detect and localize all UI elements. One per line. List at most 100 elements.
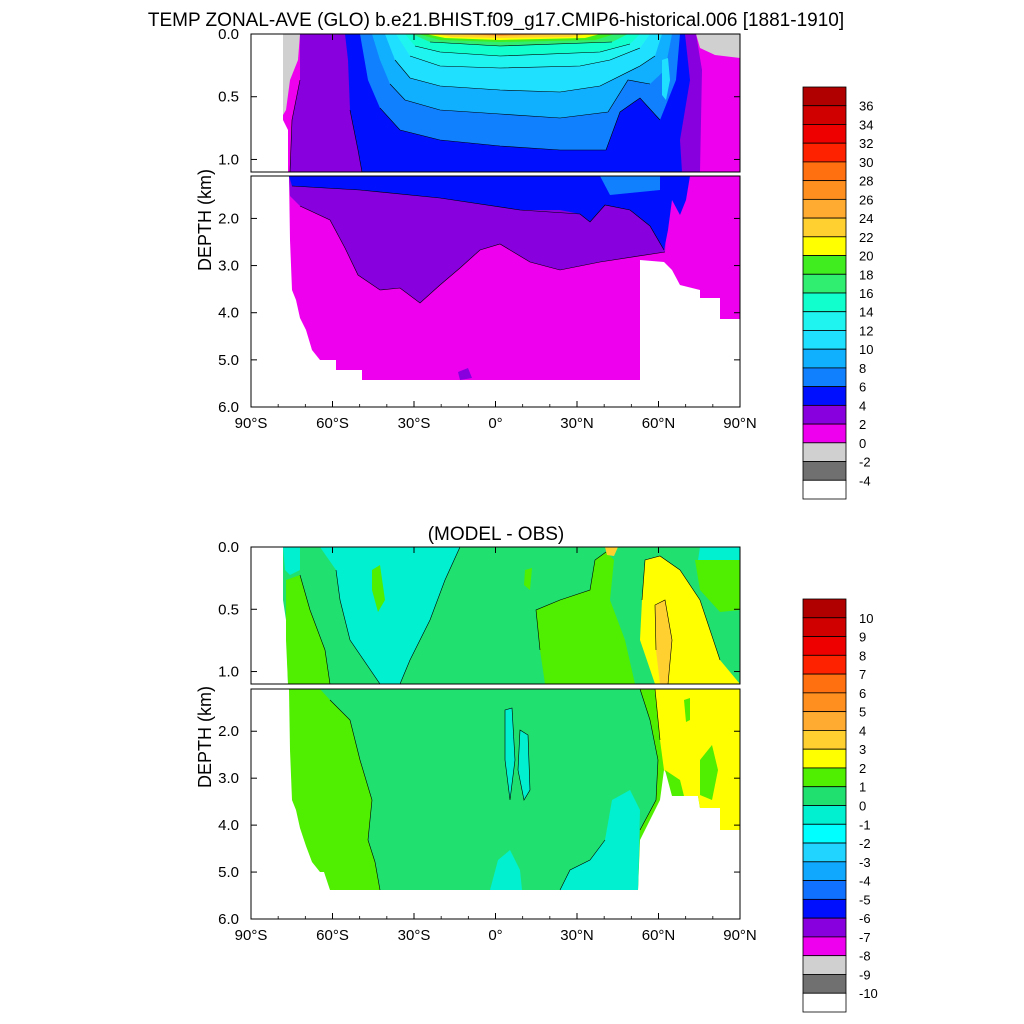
y-tick-label: 0.0 xyxy=(218,26,239,43)
colorbar-label: 9 xyxy=(859,630,866,645)
colorbar-swatch xyxy=(802,823,847,844)
x-tick-label: 30°S xyxy=(398,415,431,432)
colorbar-swatch xyxy=(802,955,847,975)
top-field xyxy=(250,33,741,408)
y-tick-label: 4.0 xyxy=(218,305,239,322)
y-tick-label: 1.0 xyxy=(218,664,239,681)
colorbar-swatch xyxy=(802,861,847,881)
x-tick-label: 90°N xyxy=(723,927,757,944)
colorbar-label: 0 xyxy=(859,436,866,451)
y-tick-label: 1.0 xyxy=(218,151,239,168)
colorbar-label: -2 xyxy=(859,836,871,851)
bottom-axes: 90°S 60°S 30°S 0° 30°N 60°N 90°N 0.0 0.5 1.0 2.0 3.… xyxy=(195,539,757,944)
colorbar-label: 3 xyxy=(859,742,866,757)
colorbar-label: -8 xyxy=(859,949,871,964)
colorbar-label: 22 xyxy=(859,230,873,245)
x-tick-label: 90°S xyxy=(235,415,268,432)
colorbar-label: 2 xyxy=(859,417,866,432)
x-tick-label: 0° xyxy=(488,927,502,944)
colorbar-label: 12 xyxy=(859,323,873,338)
colorbar-swatch xyxy=(802,255,847,275)
colorbar-label: -6 xyxy=(859,911,871,926)
colorbar-label: 8 xyxy=(859,648,866,663)
colorbar-swatch xyxy=(802,730,847,750)
colorbar-swatch xyxy=(802,767,847,788)
colorbar-swatch xyxy=(802,617,847,637)
colorbar-swatch xyxy=(802,992,847,1013)
y-tick-label: 0.5 xyxy=(218,601,239,618)
y-tick-label: 0.5 xyxy=(218,89,239,106)
colorbar-swatch xyxy=(802,404,847,425)
x-tick-label: 60°S xyxy=(316,415,349,432)
colorbar-swatch xyxy=(802,330,847,350)
colorbar-label: 16 xyxy=(859,286,873,301)
colorbar-label: -1 xyxy=(859,817,871,832)
y-tick-label: 2.0 xyxy=(218,210,239,227)
colorbar-swatch xyxy=(802,273,847,294)
colorbar-swatch xyxy=(802,936,847,957)
colorbar-label: 28 xyxy=(859,174,873,189)
colorbar-label: -5 xyxy=(859,892,871,907)
x-tick-label: 90°S xyxy=(235,927,268,944)
colorbar-label: 2 xyxy=(859,761,866,776)
colorbar-swatch xyxy=(802,217,847,238)
colorbar-swatch xyxy=(802,86,847,107)
y-axis-label: DEPTH (km) xyxy=(195,686,215,788)
colorbar-swatch xyxy=(802,880,847,900)
colorbar-swatch xyxy=(802,598,847,619)
colorbar-label: 26 xyxy=(859,192,873,207)
colorbar-label: 36 xyxy=(859,99,873,114)
x-tick-label: 60°N xyxy=(642,927,676,944)
colorbar-swatch xyxy=(802,367,847,388)
colorbar-label: 4 xyxy=(859,723,866,738)
colorbar-swatch xyxy=(802,805,847,825)
colorbar-label: 24 xyxy=(859,211,873,226)
colorbar-swatch xyxy=(802,479,847,500)
colorbar-swatch xyxy=(802,105,847,125)
colorbar-swatch xyxy=(802,673,847,694)
y-tick-label: 4.0 xyxy=(218,817,239,834)
bottom-field xyxy=(250,546,741,920)
y-tick-label: 3.0 xyxy=(218,770,239,787)
colorbar-swatch xyxy=(802,180,847,200)
y-tick-label: 6.0 xyxy=(218,911,239,928)
colorbar-swatch xyxy=(802,311,847,331)
y-tick-label: 6.0 xyxy=(218,399,239,416)
colorbar-swatch xyxy=(802,161,847,182)
colorbar-label: 5 xyxy=(859,705,866,720)
colorbar-label: -4 xyxy=(859,473,871,488)
colorbar-label: 10 xyxy=(859,342,873,357)
x-tick-label: 30°S xyxy=(398,927,431,944)
y-tick-label: 5.0 xyxy=(218,864,239,881)
colorbar-label: 6 xyxy=(859,686,866,701)
colorbar-swatch xyxy=(802,786,847,806)
colorbar-label: 0 xyxy=(859,799,866,814)
colorbar-label: 10 xyxy=(859,611,873,626)
colorbar-label: -2 xyxy=(859,455,871,470)
colorbar-label: 34 xyxy=(859,117,873,132)
colorbar-swatch xyxy=(802,917,847,938)
colorbar-swatch xyxy=(802,236,847,256)
colorbar-label: -3 xyxy=(859,855,871,870)
x-tick-label: 60°S xyxy=(316,927,349,944)
colorbar-label: 30 xyxy=(859,155,873,170)
colorbar-label: -7 xyxy=(859,930,871,945)
y-tick-label: 5.0 xyxy=(218,352,239,369)
colorbar-swatch xyxy=(802,898,847,919)
colorbar-label: 8 xyxy=(859,361,866,376)
chart-title-top: TEMP ZONAL-AVE (GLO) b.e21.BHIST.f09_g17… xyxy=(148,10,844,31)
colorbar-label: 6 xyxy=(859,380,866,395)
colorbar-label: 20 xyxy=(859,249,873,264)
colorbar-swatch xyxy=(802,461,847,481)
colorbar-swatch xyxy=(802,348,847,369)
y-tick-label: 2.0 xyxy=(218,723,239,740)
colorbar-swatch xyxy=(802,711,847,731)
colorbar-swatch xyxy=(802,654,847,675)
colorbar-label: -10 xyxy=(859,986,878,1001)
colorbar-label: 18 xyxy=(859,267,873,282)
colorbar-label: 32 xyxy=(859,136,873,151)
x-tick-label: 60°N xyxy=(642,415,676,432)
